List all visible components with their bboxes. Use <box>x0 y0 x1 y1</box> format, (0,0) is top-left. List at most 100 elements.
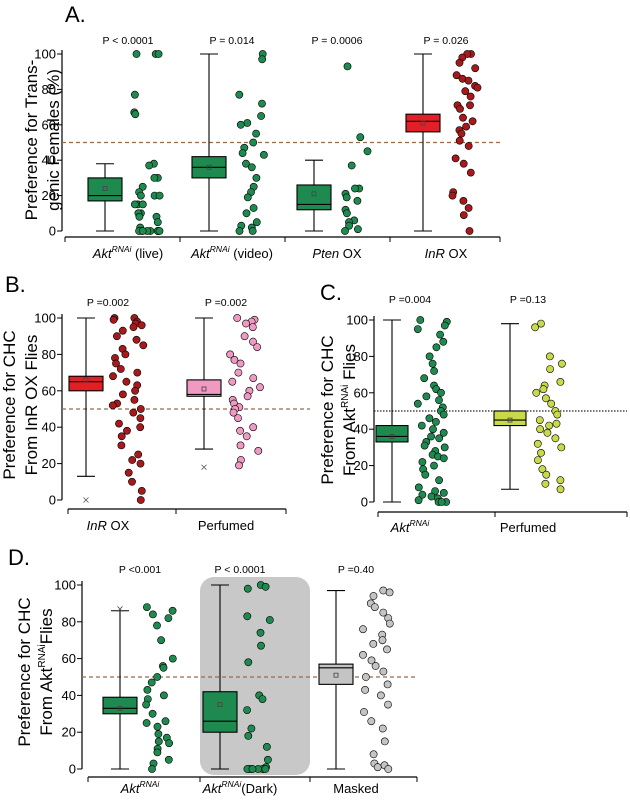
data-point <box>431 487 439 495</box>
data-point <box>459 196 468 205</box>
data-point <box>165 739 173 748</box>
data-point <box>537 319 545 328</box>
y-axis-label-line1: Preference for CHC <box>0 330 19 479</box>
data-point <box>153 722 162 731</box>
y-tick-label: 0 <box>69 762 76 777</box>
data-point <box>556 377 565 386</box>
data-point <box>435 434 444 443</box>
data-point <box>235 461 243 470</box>
data-point <box>256 383 264 392</box>
data-point <box>356 133 365 142</box>
data-point <box>133 368 142 377</box>
data-point <box>553 410 562 419</box>
data-point <box>147 678 156 687</box>
data-point <box>119 390 127 399</box>
y-axis-label-line1: Preference for Trans- <box>22 60 41 221</box>
iqr-box <box>87 177 123 202</box>
data-point <box>363 147 372 156</box>
data-point <box>142 719 151 727</box>
data-point <box>537 448 545 457</box>
data-point <box>234 414 242 422</box>
data-point <box>531 323 539 332</box>
data-point <box>136 496 145 504</box>
y-axis-label-line2: From InR OX Flies <box>22 335 41 476</box>
category-label: AktRNAi(Dark) <box>202 779 278 796</box>
data-point <box>543 428 552 437</box>
data-point <box>376 691 385 700</box>
data-point <box>465 227 474 235</box>
iqr-box <box>296 184 332 211</box>
data-point <box>236 120 245 129</box>
data-point <box>456 105 464 113</box>
data-point <box>242 209 251 218</box>
data-point <box>132 335 141 344</box>
iqr-box <box>202 691 238 733</box>
data-point <box>243 612 252 621</box>
data-point <box>128 477 136 486</box>
data-point <box>422 392 431 401</box>
data-point <box>430 367 438 375</box>
data-point <box>122 377 131 386</box>
data-point <box>451 154 460 163</box>
category-label: Masked <box>333 781 379 796</box>
mean-marker <box>507 417 513 423</box>
data-point <box>153 218 162 227</box>
data-point <box>420 441 429 450</box>
data-point <box>452 71 461 80</box>
data-point <box>457 129 466 138</box>
category-group: P < 0.0001 AktRNAi(Dark) <box>202 564 278 796</box>
data-point <box>154 737 163 746</box>
data-point <box>129 408 138 417</box>
data-point <box>249 423 258 432</box>
data-point <box>150 173 159 182</box>
data-point <box>230 355 239 364</box>
data-point <box>235 227 244 235</box>
data-point <box>440 443 449 452</box>
p-value-label: P = 0.014 <box>209 35 254 47</box>
panel-letter: A. <box>65 2 86 27</box>
data-point <box>539 385 548 394</box>
outlier-marker <box>83 497 89 503</box>
data-point <box>135 212 144 221</box>
data-point <box>233 314 242 322</box>
data-point <box>436 330 444 339</box>
data-point <box>142 700 150 709</box>
data-point <box>437 388 445 397</box>
data-point <box>112 359 120 368</box>
data-point <box>545 421 553 430</box>
data-point <box>258 695 267 703</box>
p-value-label: P =0.40 <box>338 564 374 576</box>
data-point <box>108 401 117 410</box>
data-point <box>542 394 550 403</box>
panel-letter: D. <box>8 545 30 570</box>
data-point <box>249 337 257 346</box>
data-point <box>379 608 388 617</box>
data-point <box>413 399 422 408</box>
data-point <box>373 763 382 772</box>
data-point <box>342 193 351 202</box>
data-point <box>439 488 448 497</box>
data-point <box>351 184 359 193</box>
data-point <box>249 138 258 147</box>
data-point <box>378 724 387 733</box>
data-point <box>360 708 368 716</box>
data-point <box>242 159 250 168</box>
data-point <box>429 425 437 434</box>
y-tick-label: 60 <box>42 117 56 132</box>
data-point <box>109 315 118 324</box>
data-point <box>464 76 473 85</box>
panel-1: B. Preference for CHC From InR OX Flies 0 20… <box>0 272 310 533</box>
data-point <box>115 419 123 428</box>
data-point <box>542 470 551 479</box>
category-label: InR OX <box>425 246 468 261</box>
data-point <box>431 417 440 426</box>
mean-marker <box>201 386 207 392</box>
data-point <box>262 743 271 751</box>
data-point <box>247 724 256 733</box>
data-point <box>459 159 468 168</box>
data-point <box>121 350 130 359</box>
data-point <box>341 227 349 235</box>
data-point <box>369 592 378 600</box>
data-point <box>226 350 234 359</box>
